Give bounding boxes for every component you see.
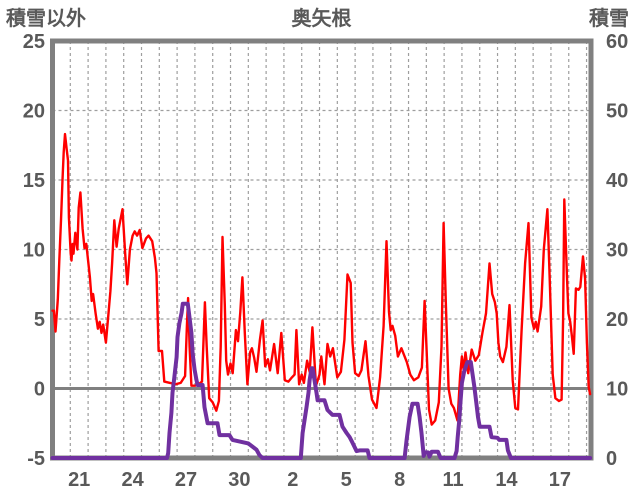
- left-axis-tick-label: 5: [34, 309, 45, 331]
- left-axis-tick-label: 25: [23, 31, 45, 53]
- x-axis-tick-label: 5: [341, 469, 352, 491]
- right-axis-tick-label: 0: [606, 448, 617, 470]
- left-axis-tick-label: -5: [27, 448, 45, 470]
- temperature-line: [51, 132, 592, 426]
- right-axis-tick-label: 40: [606, 170, 628, 192]
- right-axis-tick-label: 30: [606, 240, 628, 262]
- plot-frame: [50, 38, 594, 461]
- left-axis-tick-label: 15: [23, 170, 45, 192]
- left-axis-tick-label: 10: [23, 240, 45, 262]
- x-axis-tick-label: 27: [175, 469, 197, 491]
- x-axis-tick-label: 8: [394, 469, 405, 491]
- right-axis-tick-label: 60: [606, 31, 628, 53]
- x-axis-tick-label: 14: [495, 469, 518, 491]
- chart-title: 奥矢根: [291, 8, 352, 30]
- x-axis-tick-label: 17: [549, 469, 571, 491]
- right-axis-tick-label: 10: [606, 379, 628, 401]
- left-axis-title: 積雪以外: [6, 8, 86, 30]
- x-axis-tick-label: 11: [442, 469, 463, 491]
- x-axis-tick-label: 21: [68, 469, 90, 491]
- right-axis-tick-label: 20: [606, 309, 628, 331]
- x-axis-tick-label: 24: [121, 469, 144, 491]
- left-axis-tick-label: 20: [23, 101, 45, 123]
- right-axis-title: 積雪: [589, 8, 629, 30]
- snow-depth-line: [50, 301, 593, 460]
- left-axis-tick-label: 0: [34, 379, 45, 401]
- x-axis-tick-label: 30: [228, 469, 250, 491]
- x-axis-tick-label: 2: [287, 469, 298, 491]
- right-axis-tick-label: 50: [606, 101, 628, 123]
